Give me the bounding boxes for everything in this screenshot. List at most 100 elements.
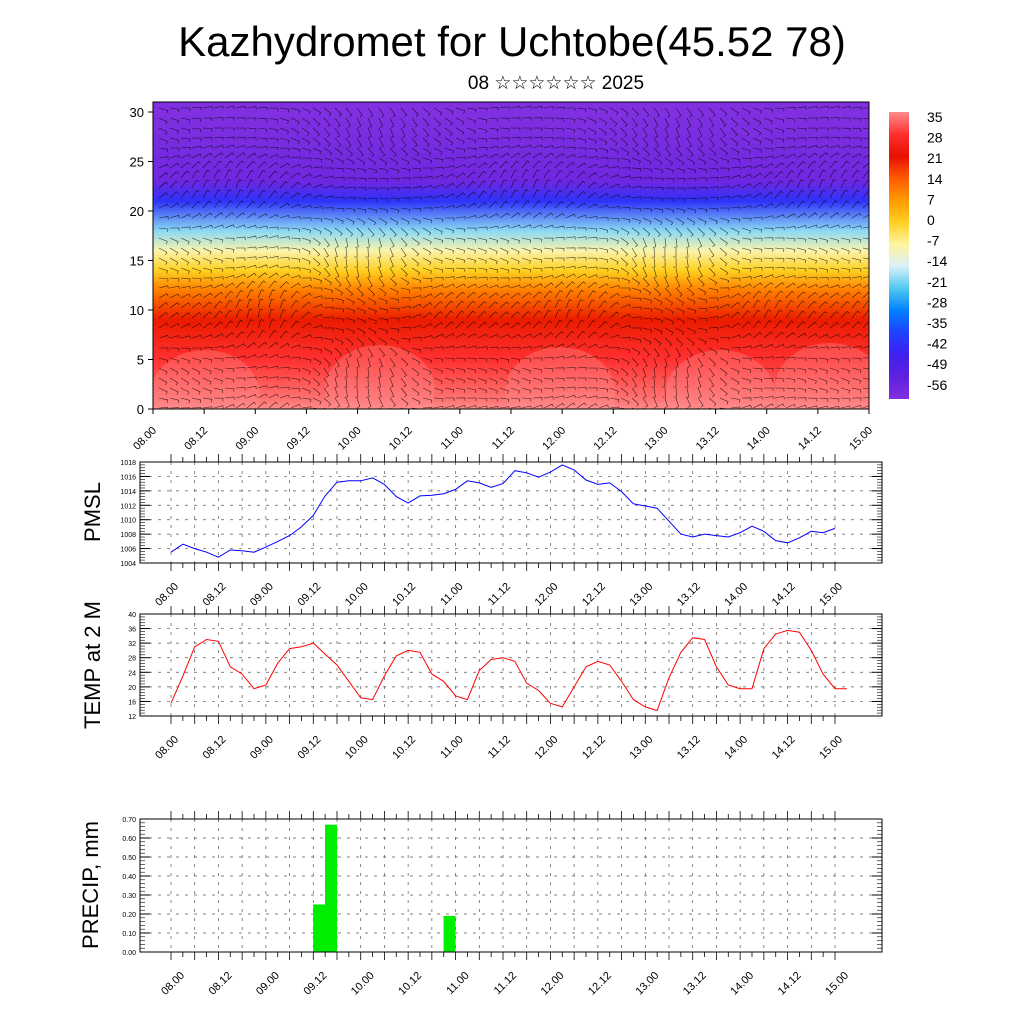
wind-barb (598, 247, 609, 254)
wind-barb (752, 107, 762, 114)
wind-barb (719, 237, 728, 246)
wind-barb (752, 137, 762, 145)
wind-barb (510, 224, 521, 229)
wind-barb (213, 169, 221, 179)
wind-barb (851, 276, 862, 280)
wind-barb (411, 257, 420, 267)
wind-barb (312, 137, 321, 147)
wind-barb (554, 299, 562, 309)
wind-barb (862, 387, 869, 390)
wind-barb (796, 291, 806, 299)
wind-barb (257, 341, 268, 349)
wind-barb (598, 377, 609, 384)
wind-barb (355, 237, 359, 248)
y-tick-label: 28 (128, 656, 136, 663)
wind-barb (354, 367, 359, 378)
wind-barb (356, 207, 367, 213)
wind-barb (422, 387, 432, 395)
wind-barb (521, 179, 529, 189)
wind-barb (180, 323, 191, 329)
wind-barb (587, 377, 598, 382)
wind-barb (598, 367, 609, 373)
wind-barb (741, 117, 750, 126)
wind-barb (818, 247, 828, 255)
wind-barb (158, 192, 169, 199)
wind-barb (807, 357, 818, 362)
wind-barb (620, 377, 628, 387)
wind-barb (785, 367, 796, 373)
wind-barb (554, 290, 563, 299)
wind-barb (411, 227, 420, 237)
wind-barb (455, 156, 466, 160)
wind-barb (334, 317, 345, 323)
wind-barb (741, 227, 751, 234)
x-tick-label: 10.12 (390, 581, 418, 609)
wind-barb (851, 225, 862, 229)
wind-barb (664, 197, 675, 202)
wind-barb (246, 330, 255, 339)
wind-barb (257, 385, 268, 389)
wind-barb (323, 387, 330, 398)
wind-barb (224, 299, 233, 309)
wind-barb (631, 247, 638, 258)
wind-barb (565, 289, 574, 299)
wind-barb (598, 173, 609, 179)
wind-barb (400, 197, 411, 201)
wind-barb (774, 257, 785, 262)
wind-barb (609, 174, 620, 179)
wind-barb (169, 117, 179, 124)
wind-barb (642, 147, 651, 157)
wind-barb (356, 187, 367, 191)
wind-barb (818, 169, 826, 179)
wind-barb (532, 321, 542, 329)
wind-barb (774, 127, 785, 134)
wind-barb (411, 217, 421, 225)
wind-barb (433, 333, 444, 339)
y-tick-label: 1004 (120, 561, 136, 568)
wind-barb (422, 207, 433, 211)
wind-barb (609, 285, 620, 289)
wind-barb (730, 247, 740, 255)
wind-barb (235, 331, 245, 339)
wind-barb (851, 321, 861, 329)
wind-barb (653, 157, 663, 166)
wind-barb (202, 397, 213, 403)
wind-barb (488, 170, 497, 179)
wind-barb (675, 107, 682, 118)
wind-barb (662, 237, 667, 248)
wind-barb (818, 333, 829, 339)
wind-barb (510, 311, 520, 319)
wind-barb (796, 300, 806, 309)
wind-barb (631, 237, 638, 248)
x-tick-label: 14.00 (728, 970, 756, 998)
wind-barb (246, 256, 257, 260)
wind-barb (565, 299, 573, 309)
wind-barb (433, 137, 442, 147)
wind-barb (488, 267, 499, 273)
wind-barb (466, 127, 476, 135)
wind-barb (862, 257, 869, 260)
wind-barb (631, 227, 640, 236)
wind-barb (521, 377, 531, 385)
x-tick-label: 12.12 (586, 970, 614, 998)
wind-barb (851, 405, 862, 409)
wind-barb (510, 127, 521, 132)
wind-barb (532, 152, 543, 159)
wind-barb (466, 345, 477, 350)
wind-barb (685, 367, 689, 378)
wind-barb (366, 237, 370, 248)
wind-barb (697, 387, 702, 398)
y-tick-label: 20 (128, 685, 136, 692)
wind-barb (488, 161, 498, 169)
wind-barb (334, 287, 344, 296)
x-tick-label: 15.00 (823, 970, 851, 998)
wind-barb (213, 405, 224, 409)
wind-barb (279, 355, 290, 359)
wind-barb (609, 247, 619, 255)
wind-barb (697, 327, 708, 333)
wind-barb (697, 357, 704, 368)
wind-barb (279, 281, 289, 289)
wind-barb (433, 257, 443, 265)
wind-barb (532, 377, 543, 384)
wind-barb (818, 405, 829, 409)
